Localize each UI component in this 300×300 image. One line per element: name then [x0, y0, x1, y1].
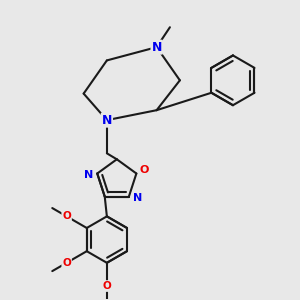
Text: N: N [84, 170, 94, 180]
Text: N: N [152, 40, 162, 54]
Text: O: O [62, 212, 71, 221]
Text: O: O [103, 281, 111, 291]
Text: N: N [102, 114, 112, 127]
Text: O: O [140, 165, 149, 175]
Text: N: N [133, 193, 142, 203]
Text: O: O [62, 258, 71, 268]
